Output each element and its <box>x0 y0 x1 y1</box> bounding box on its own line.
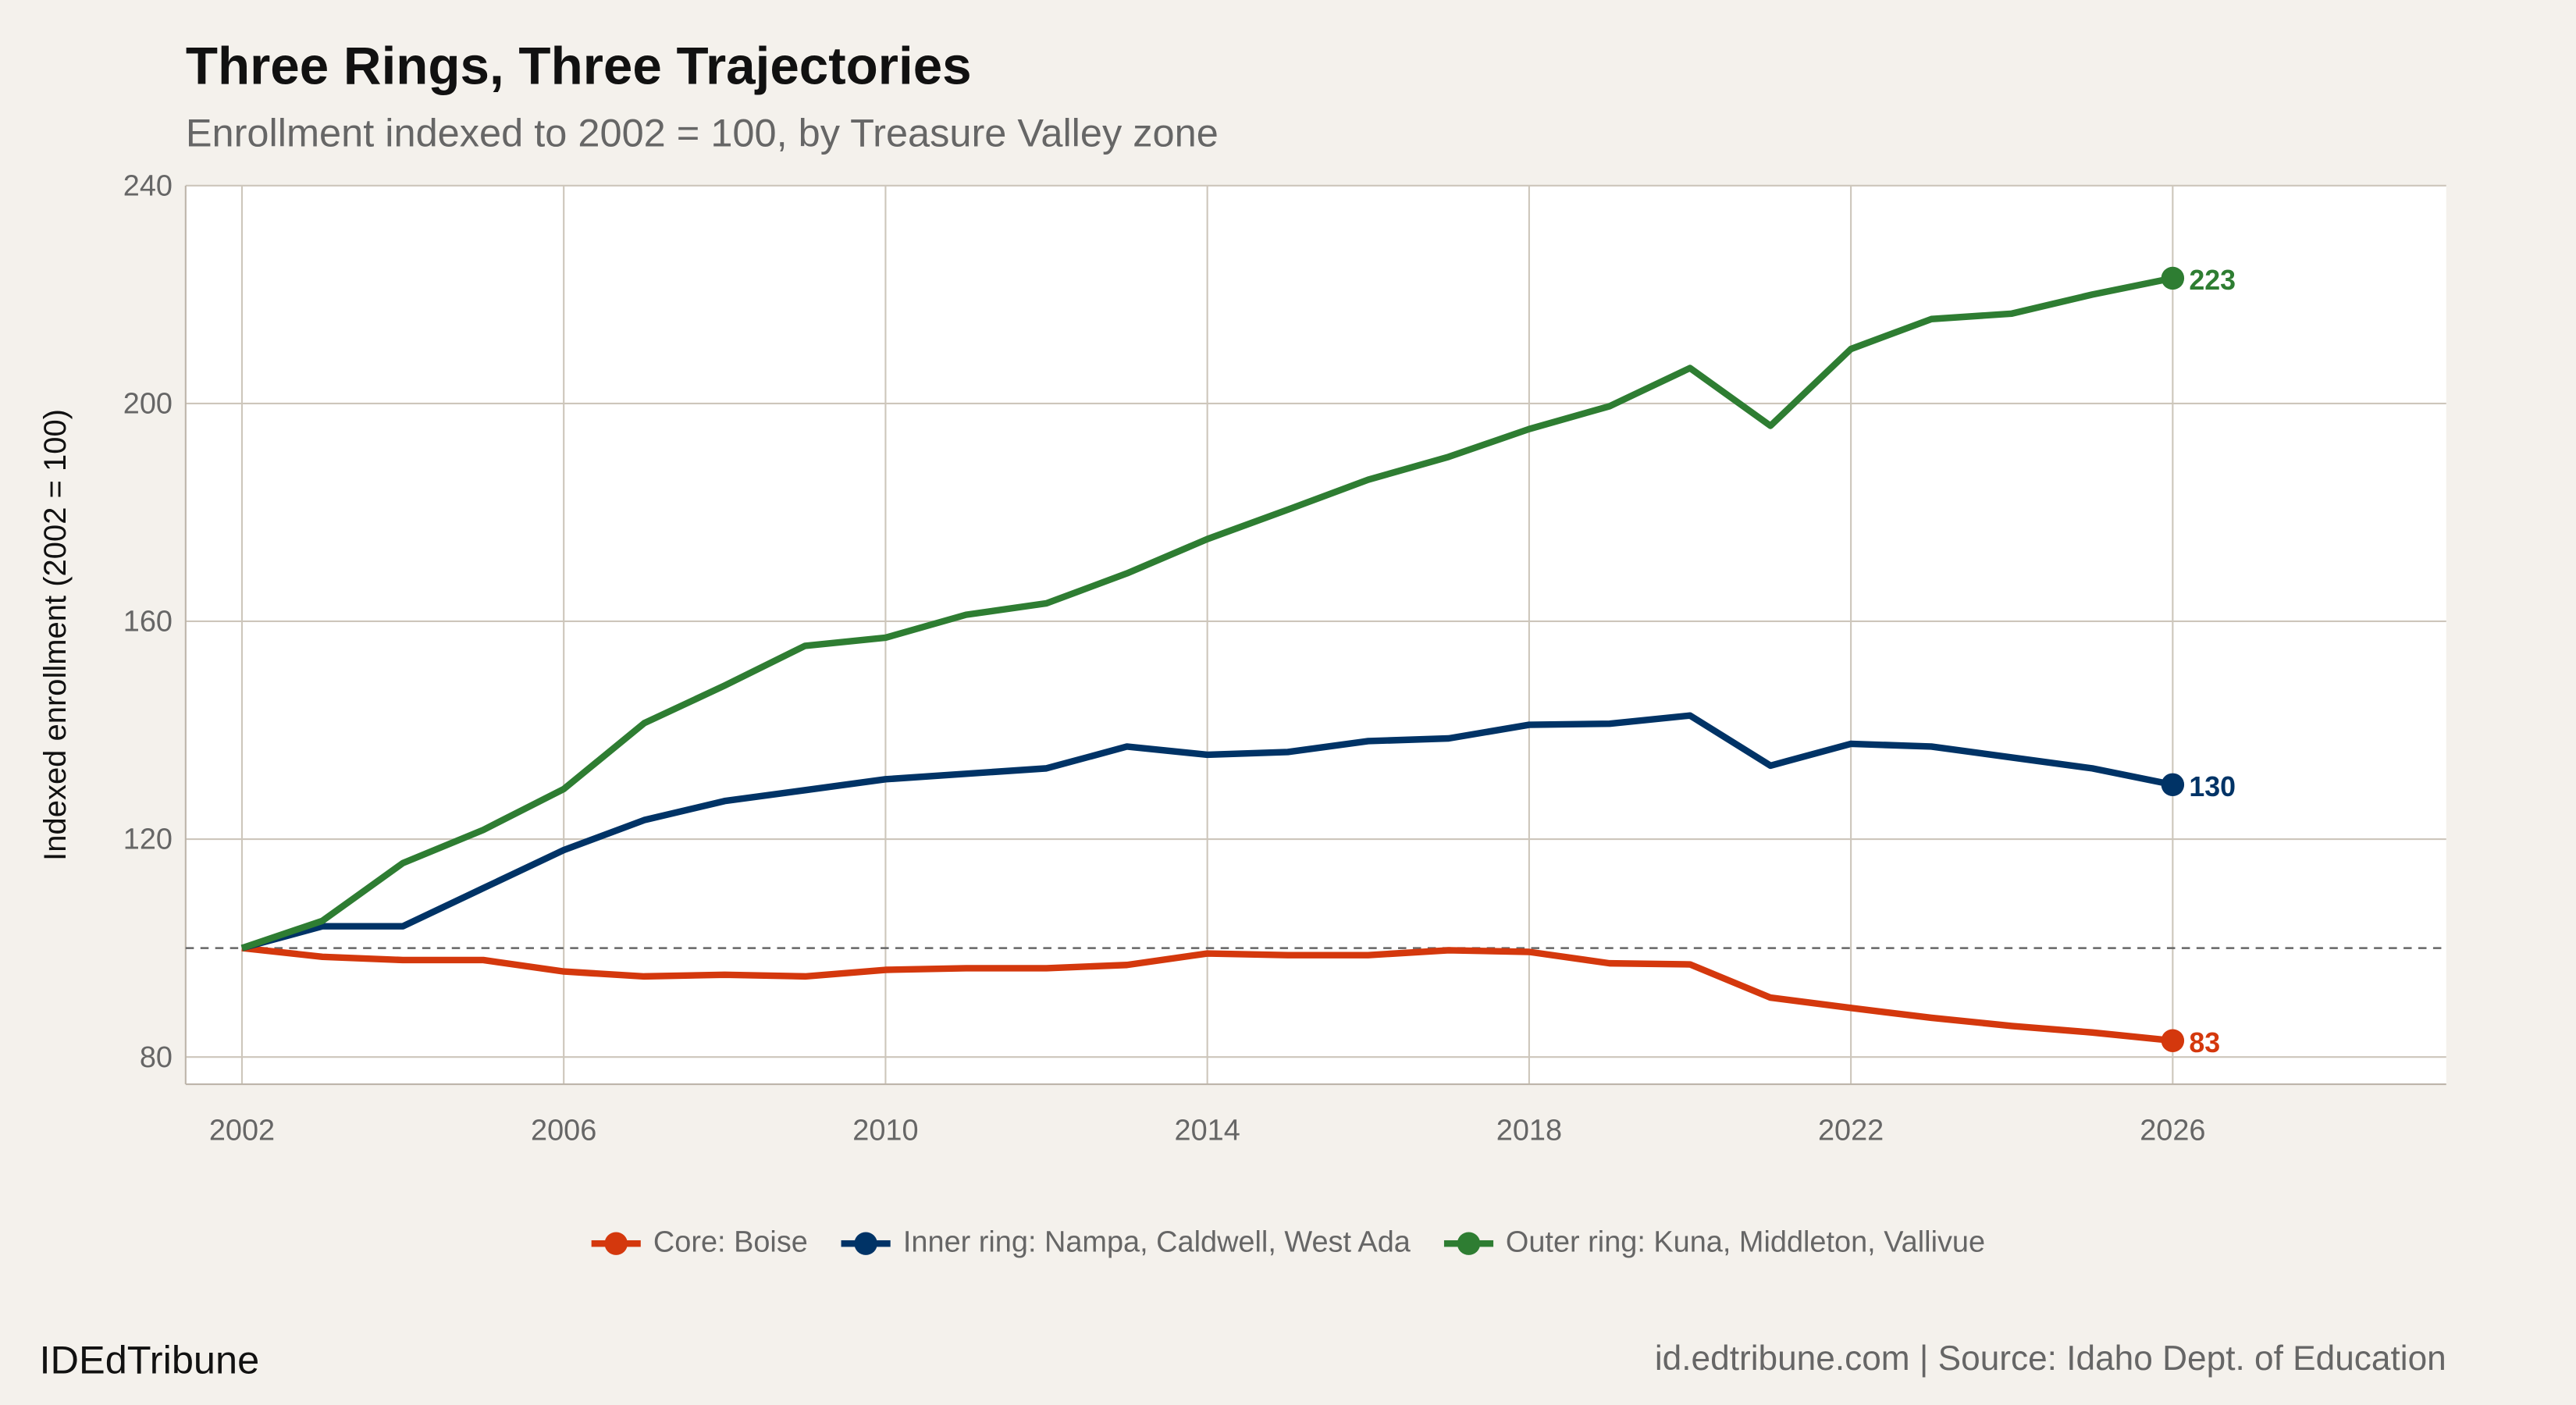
plot-background <box>185 185 2446 1085</box>
series-end-label-1: 130 <box>2189 771 2236 802</box>
brand-label: IDEdTribune <box>39 1339 260 1384</box>
series-end-label-2: 223 <box>2189 265 2236 296</box>
x-tick-label: 2018 <box>1496 1115 1562 1147</box>
series-line-2 <box>240 275 2174 951</box>
y-tick-label: 120 <box>123 823 173 856</box>
legend: Core: Boise Inner ring: Nampa, Caldwell,… <box>0 1225 2576 1260</box>
y-axis-label: Indexed enrollment (2002 = 100) <box>38 409 73 861</box>
x-tick-label: 2022 <box>1818 1115 1884 1147</box>
source-note: id.edtribune.com | Source: Idaho Dept. o… <box>1654 1340 2446 1378</box>
y-tick-label: 160 <box>123 606 173 638</box>
series-line-1 <box>240 712 2174 951</box>
legend-item-inner: Inner ring: Nampa, Caldwell, West Ada <box>840 1225 1411 1260</box>
x-tick-label: 2006 <box>531 1115 596 1147</box>
series-line-0 <box>241 944 2173 1044</box>
series-end-point-2 <box>2161 266 2185 290</box>
legend-label: Inner ring: Nampa, Caldwell, West Ada <box>902 1225 1411 1259</box>
chart-title: Three Rings, Three Trajectories <box>185 36 972 96</box>
x-tick-label: 2026 <box>2140 1115 2205 1147</box>
chart-subtitle: Enrollment indexed to 2002 = 100, by Tre… <box>185 112 1219 156</box>
series-end-label-0: 83 <box>2189 1027 2220 1058</box>
legend-item-core: Core: Boise <box>590 1225 808 1260</box>
legend-key-icon <box>1443 1231 1493 1254</box>
series-end-point-1 <box>2161 773 2185 797</box>
y-tick-label: 240 <box>123 169 173 202</box>
x-tick-label: 2010 <box>852 1115 918 1147</box>
x-tick-label: 2002 <box>209 1115 275 1147</box>
x-tick-label: 2014 <box>1175 1115 1240 1147</box>
y-tick-label: 200 <box>123 388 173 421</box>
y-tick-label: 80 <box>140 1041 173 1074</box>
legend-label: Outer ring: Kuna, Middleton, Vallivue <box>1505 1225 1986 1259</box>
legend-label: Core: Boise <box>653 1225 808 1259</box>
legend-key-icon <box>840 1231 891 1254</box>
legend-key-icon <box>590 1231 641 1254</box>
legend-item-outer: Outer ring: Kuna, Middleton, Vallivue <box>1443 1225 1985 1260</box>
series-end-point-0 <box>2161 1029 2185 1052</box>
